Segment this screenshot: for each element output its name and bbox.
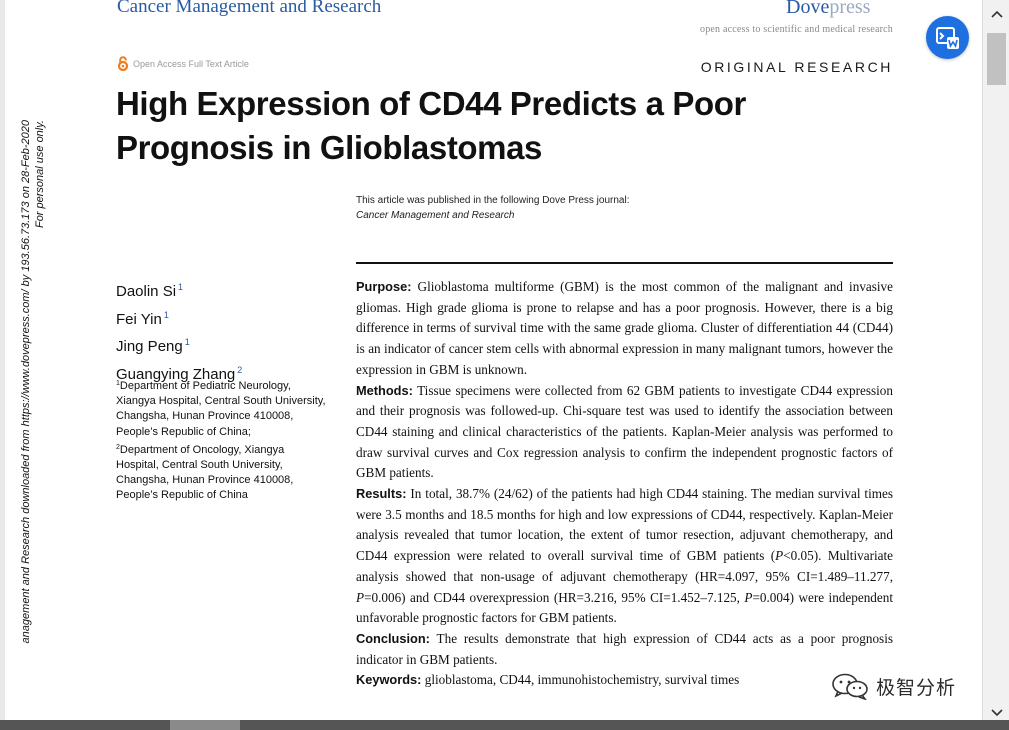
author: Jing Peng 1 bbox=[116, 331, 242, 359]
open-lock-icon bbox=[117, 56, 129, 71]
results-text: =0.006) and CD44 overexpression (HR=3.21… bbox=[364, 589, 745, 605]
author-name: Jing Peng bbox=[116, 338, 183, 355]
keywords-text: glioblastoma, CD44, immunohistochemistry… bbox=[424, 672, 740, 688]
article-title: High Expression of CD44 Predicts a Poor … bbox=[116, 85, 746, 166]
article-type: ORIGINAL RESEARCH bbox=[700, 59, 893, 75]
pdf-page: Cancer Management and Research Dovepress… bbox=[5, 0, 982, 720]
abstract: Purpose: Glioblastoma multiforme (GBM) i… bbox=[356, 277, 893, 691]
publication-note: This article was published in the follow… bbox=[356, 193, 629, 223]
abstract-divider bbox=[356, 262, 893, 264]
logo-bold: Dove bbox=[786, 0, 830, 18]
scroll-up-button[interactable] bbox=[983, 2, 1009, 26]
results-text: In total, 38.7% (24/62) of the patients … bbox=[356, 486, 893, 564]
methods-text: Tissue specimens were collected from 62 … bbox=[356, 382, 893, 481]
chevron-down-icon bbox=[990, 709, 1003, 717]
watermark: 极智分析 bbox=[830, 672, 956, 700]
download-note-line1: anagement and Research downloaded from h… bbox=[20, 120, 32, 644]
open-access-label: Open Access Full Text Article bbox=[133, 58, 249, 69]
abstract-results: Results: In total, 38.7% (24/62) of the … bbox=[356, 484, 893, 629]
author-affil-number: 2 bbox=[237, 364, 243, 375]
open-access-row: Open Access Full Text Article bbox=[117, 56, 249, 71]
horizontal-scrollbar[interactable] bbox=[0, 720, 1009, 730]
affiliations: 1Department of Pediatric Neurology, Xian… bbox=[116, 376, 326, 504]
results-text: <0.05). Multivariate analysis showed tha… bbox=[356, 548, 894, 584]
author-name: Daolin Si bbox=[116, 283, 177, 300]
methods-label: Methods: bbox=[356, 382, 413, 398]
translate-icon bbox=[935, 26, 959, 49]
download-note-line2: For personal use only. bbox=[34, 120, 46, 229]
horizontal-scroll-thumb[interactable] bbox=[170, 720, 240, 730]
journal-name: Cancer Management and Research bbox=[117, 0, 382, 17]
affiliation-number: 1 bbox=[116, 380, 120, 387]
p-value-symbol: P bbox=[775, 548, 784, 564]
author: Fei Yin 1 bbox=[116, 304, 242, 332]
affiliation-number: 2 bbox=[116, 443, 120, 451]
abstract-methods: Methods: Tissue specimens were collected… bbox=[356, 381, 893, 485]
author-name: Fei Yin bbox=[116, 310, 162, 328]
affiliation-text: Department of Oncology, Xiangya Hospital… bbox=[116, 443, 294, 502]
logo-light: press bbox=[829, 0, 871, 18]
author-list: Daolin Si 1 Fei Yin 1 Jing Peng 1 Guangying… bbox=[116, 276, 242, 386]
publication-note-text: This article was published in the follow… bbox=[356, 195, 630, 206]
abstract-keywords: Keywords: glioblastoma, CD44, immunohist… bbox=[356, 670, 893, 691]
translate-button[interactable] bbox=[926, 16, 969, 59]
results-label: Results: bbox=[356, 486, 407, 502]
journal-tagline: open access to scientific and medical re… bbox=[700, 24, 893, 35]
conclusion-text: The results demonstrate that high expres… bbox=[356, 630, 893, 667]
author: Guangying Zhang 2 bbox=[116, 359, 242, 387]
abstract-purpose: Purpose: Glioblastoma multiforme (GBM) i… bbox=[356, 277, 893, 381]
scroll-down-button[interactable] bbox=[983, 706, 1009, 720]
p-value-symbol: P bbox=[356, 589, 365, 605]
purpose-label: Purpose: bbox=[356, 279, 412, 294]
scroll-thumb[interactable] bbox=[987, 33, 1006, 85]
p-value-symbol: P bbox=[744, 589, 753, 605]
chevron-up-icon bbox=[990, 10, 1003, 18]
affiliation-text: Department of Pediatric Neurology, Xiang… bbox=[116, 380, 326, 438]
vertical-scrollbar[interactable] bbox=[982, 0, 1009, 720]
conclusion-label: Conclusion: bbox=[356, 630, 430, 646]
author-affil-number: 1 bbox=[178, 282, 184, 292]
keywords-label: Keywords: bbox=[356, 672, 422, 688]
author-name: Guangying Zhang bbox=[116, 365, 236, 383]
wechat-icon bbox=[832, 673, 868, 700]
download-side-note: anagement and Research downloaded from h… bbox=[19, 120, 55, 720]
results-text: =0.004) were independent unfavorable pro… bbox=[356, 589, 894, 626]
author-affil-number: 1 bbox=[184, 337, 190, 347]
author-affil-number: 1 bbox=[163, 309, 169, 320]
publication-note-journal: Cancer Management and Research bbox=[356, 210, 515, 221]
abstract-conclusion: Conclusion: The results demonstrate that… bbox=[356, 629, 893, 670]
author: Daolin Si 1 bbox=[116, 276, 242, 304]
dovepress-logo: Dovepress bbox=[786, 0, 870, 19]
purpose-text: Glioblastoma multiforme (GBM) is the mos… bbox=[356, 279, 894, 377]
watermark-text: 极智分析 bbox=[876, 676, 957, 699]
